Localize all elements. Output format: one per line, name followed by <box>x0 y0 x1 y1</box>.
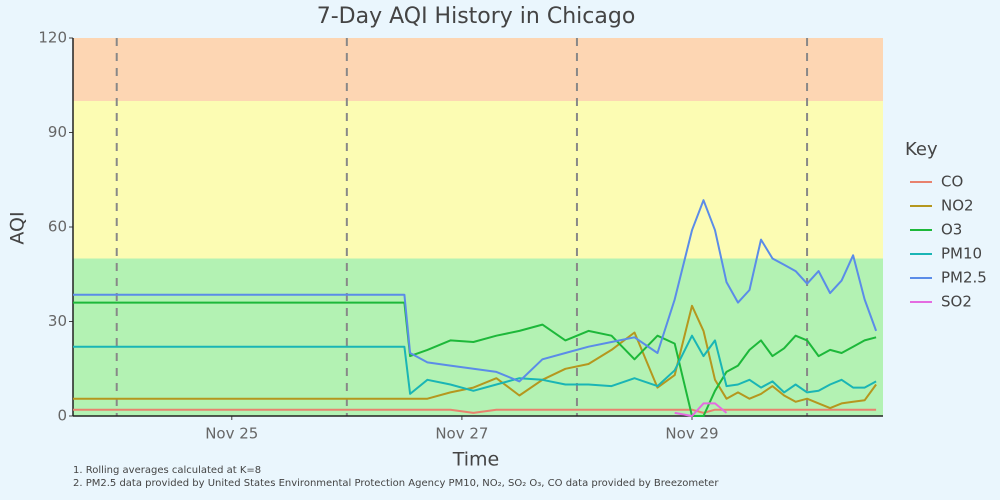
series-line <box>73 304 877 410</box>
x-tick-label: Nov 25 <box>205 425 258 443</box>
series-line <box>73 301 877 417</box>
footnote: 1. Rolling averages calculated at K=8 <box>73 465 261 476</box>
legend-title: Key <box>905 139 938 160</box>
series-line <box>73 199 878 383</box>
legend-label: NO2 <box>941 197 974 215</box>
chart-title: 7-Day AQI History in Chicago <box>317 4 636 29</box>
series-line <box>674 402 728 417</box>
y-tick-label: 90 <box>48 123 67 141</box>
series-line <box>73 334 877 395</box>
legend-label: CO <box>941 173 963 191</box>
y-tick-label: 60 <box>48 218 67 236</box>
y-tick-label: 120 <box>38 29 67 47</box>
y-axis-label: AQI <box>7 211 29 244</box>
y-tick-label: 30 <box>48 312 67 330</box>
x-tick-label: Nov 29 <box>665 425 718 443</box>
y-tick-label: 0 <box>57 407 67 425</box>
footnote: 2. PM2.5 data provided by United States … <box>73 478 719 489</box>
legend-label: SO2 <box>941 293 972 311</box>
x-axis-label: Time <box>452 449 500 471</box>
aqi-band <box>73 38 883 101</box>
legend-label: PM10 <box>941 245 982 263</box>
legend-label: PM2.5 <box>941 269 987 287</box>
aqi-band <box>73 101 883 259</box>
series-line <box>73 408 877 414</box>
plot-area <box>73 38 883 416</box>
x-tick-label: Nov 27 <box>435 425 488 443</box>
legend-label: O3 <box>941 221 962 239</box>
